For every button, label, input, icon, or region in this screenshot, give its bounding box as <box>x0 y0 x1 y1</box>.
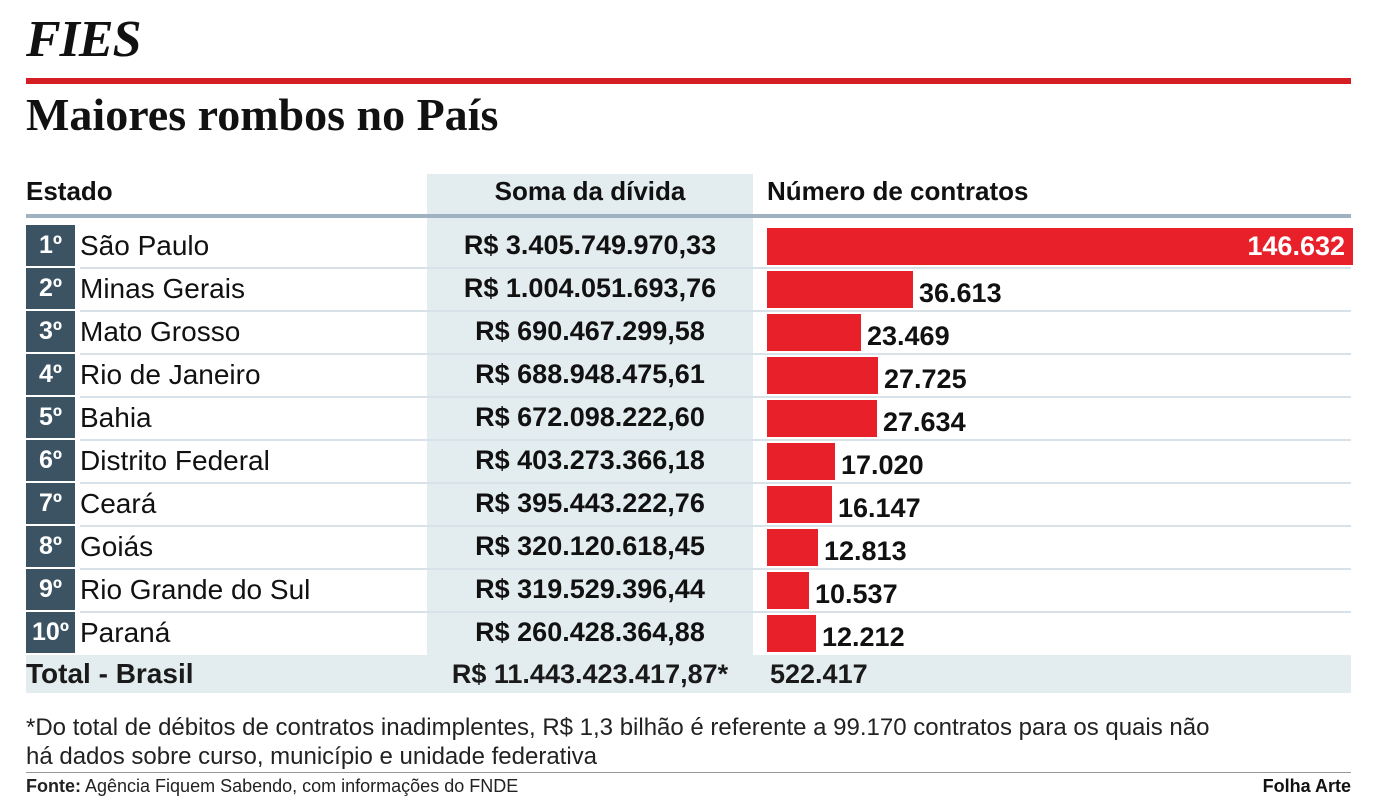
debt-value: R$ 395.443.222,76 <box>475 488 705 518</box>
source-label: Fonte: <box>26 776 81 796</box>
source-text: Agência Fiquem Sabendo, com informações … <box>85 776 519 796</box>
row-separator <box>80 568 1351 570</box>
contracts-label: 27.725 <box>884 364 967 394</box>
rank-badge: 1º <box>26 225 75 266</box>
total-debt: R$ 11.443.423.417,87* <box>451 658 729 689</box>
contracts-label: 12.813 <box>824 536 907 566</box>
contracts-label: 27.634 <box>883 407 966 437</box>
rank-badge: 8º <box>26 526 75 567</box>
contracts-label: 17.020 <box>841 450 924 480</box>
state-name: Rio Grande do Sul <box>80 573 311 605</box>
state-name: Distrito Federal <box>80 444 270 476</box>
contracts-label: 23.469 <box>867 321 950 351</box>
debt-value: R$ 1.004.051.693,76 <box>463 273 717 303</box>
contracts-bar <box>767 271 913 308</box>
total-contracts: 522.417 <box>770 658 868 689</box>
credit: Folha Arte <box>1262 776 1351 796</box>
contracts-bar <box>767 357 878 394</box>
row-separator <box>80 611 1351 613</box>
state-name: Rio de Janeiro <box>80 358 261 390</box>
debt-value: R$ 403.273.366,18 <box>475 445 705 475</box>
footnote: *Do total de débitos de contratos inadim… <box>26 714 1210 770</box>
header-rule <box>26 214 1351 218</box>
state-name: Minas Gerais <box>80 272 245 304</box>
debt-value: R$ 320.120.618,45 <box>475 531 705 561</box>
total-row <box>26 655 1351 693</box>
state-name: Ceará <box>80 487 157 519</box>
source-rule <box>26 772 1351 773</box>
contracts-bar <box>767 314 861 351</box>
contracts-bar <box>767 486 832 523</box>
rank-badge: 2º <box>26 268 75 309</box>
contracts-bar <box>767 443 835 480</box>
debt-value: R$ 3.405.749.970,33 <box>463 230 717 260</box>
total-label: Total - Brasil <box>26 658 194 689</box>
contracts-bar <box>767 572 809 609</box>
debt-column-shade <box>427 174 753 692</box>
contracts-label: 12.212 <box>822 622 905 652</box>
rank-badge: 4º <box>26 354 75 395</box>
row-separator <box>80 353 1351 355</box>
rank-badge: 5º <box>26 397 75 438</box>
row-separator <box>80 310 1351 312</box>
state-name: Goiás <box>80 530 154 562</box>
column-header-debt: Soma da dívida <box>494 176 686 206</box>
contracts-label: 146.632 <box>1247 231 1345 261</box>
state-name: São Paulo <box>80 229 210 261</box>
kicker-title: FIES <box>26 11 142 68</box>
source: Fonte: Agência Fiquem Sabendo, com infor… <box>26 776 518 797</box>
rank-badge: 9º <box>26 569 75 610</box>
row-separator <box>80 439 1351 441</box>
row-separator <box>80 482 1351 484</box>
contracts-bar <box>767 615 816 652</box>
rank-badge: 3º <box>26 311 75 352</box>
state-name: Paraná <box>80 616 171 648</box>
rank-badge: 6º <box>26 440 75 481</box>
state-name: Bahia <box>80 401 152 433</box>
column-header-contracts: Número de contratos <box>767 176 1029 206</box>
debt-value: R$ 690.467.299,58 <box>475 316 705 346</box>
row-separator <box>80 525 1351 527</box>
contracts-label: 36.613 <box>919 278 1002 308</box>
contracts-label: 10.537 <box>815 579 898 609</box>
rank-badge: 10º <box>26 612 75 653</box>
debt-value: R$ 260.428.364,88 <box>475 617 705 647</box>
debt-value: R$ 319.529.396,44 <box>475 574 705 604</box>
rank-badge: 7º <box>26 483 75 524</box>
contracts-bar <box>767 529 818 566</box>
contracts-label: 16.147 <box>838 493 921 523</box>
debt-value: R$ 688.948.475,61 <box>475 359 705 389</box>
column-header-state: Estado <box>26 176 113 206</box>
contracts-bar <box>767 400 877 437</box>
contracts-bar <box>767 228 1353 265</box>
row-separator <box>80 396 1351 398</box>
debt-value: R$ 672.098.222,60 <box>475 402 705 432</box>
headline: Maiores rombos no País <box>26 89 499 140</box>
row-separator <box>80 267 1351 269</box>
accent-rule <box>26 78 1351 84</box>
state-name: Mato Grosso <box>80 315 241 347</box>
